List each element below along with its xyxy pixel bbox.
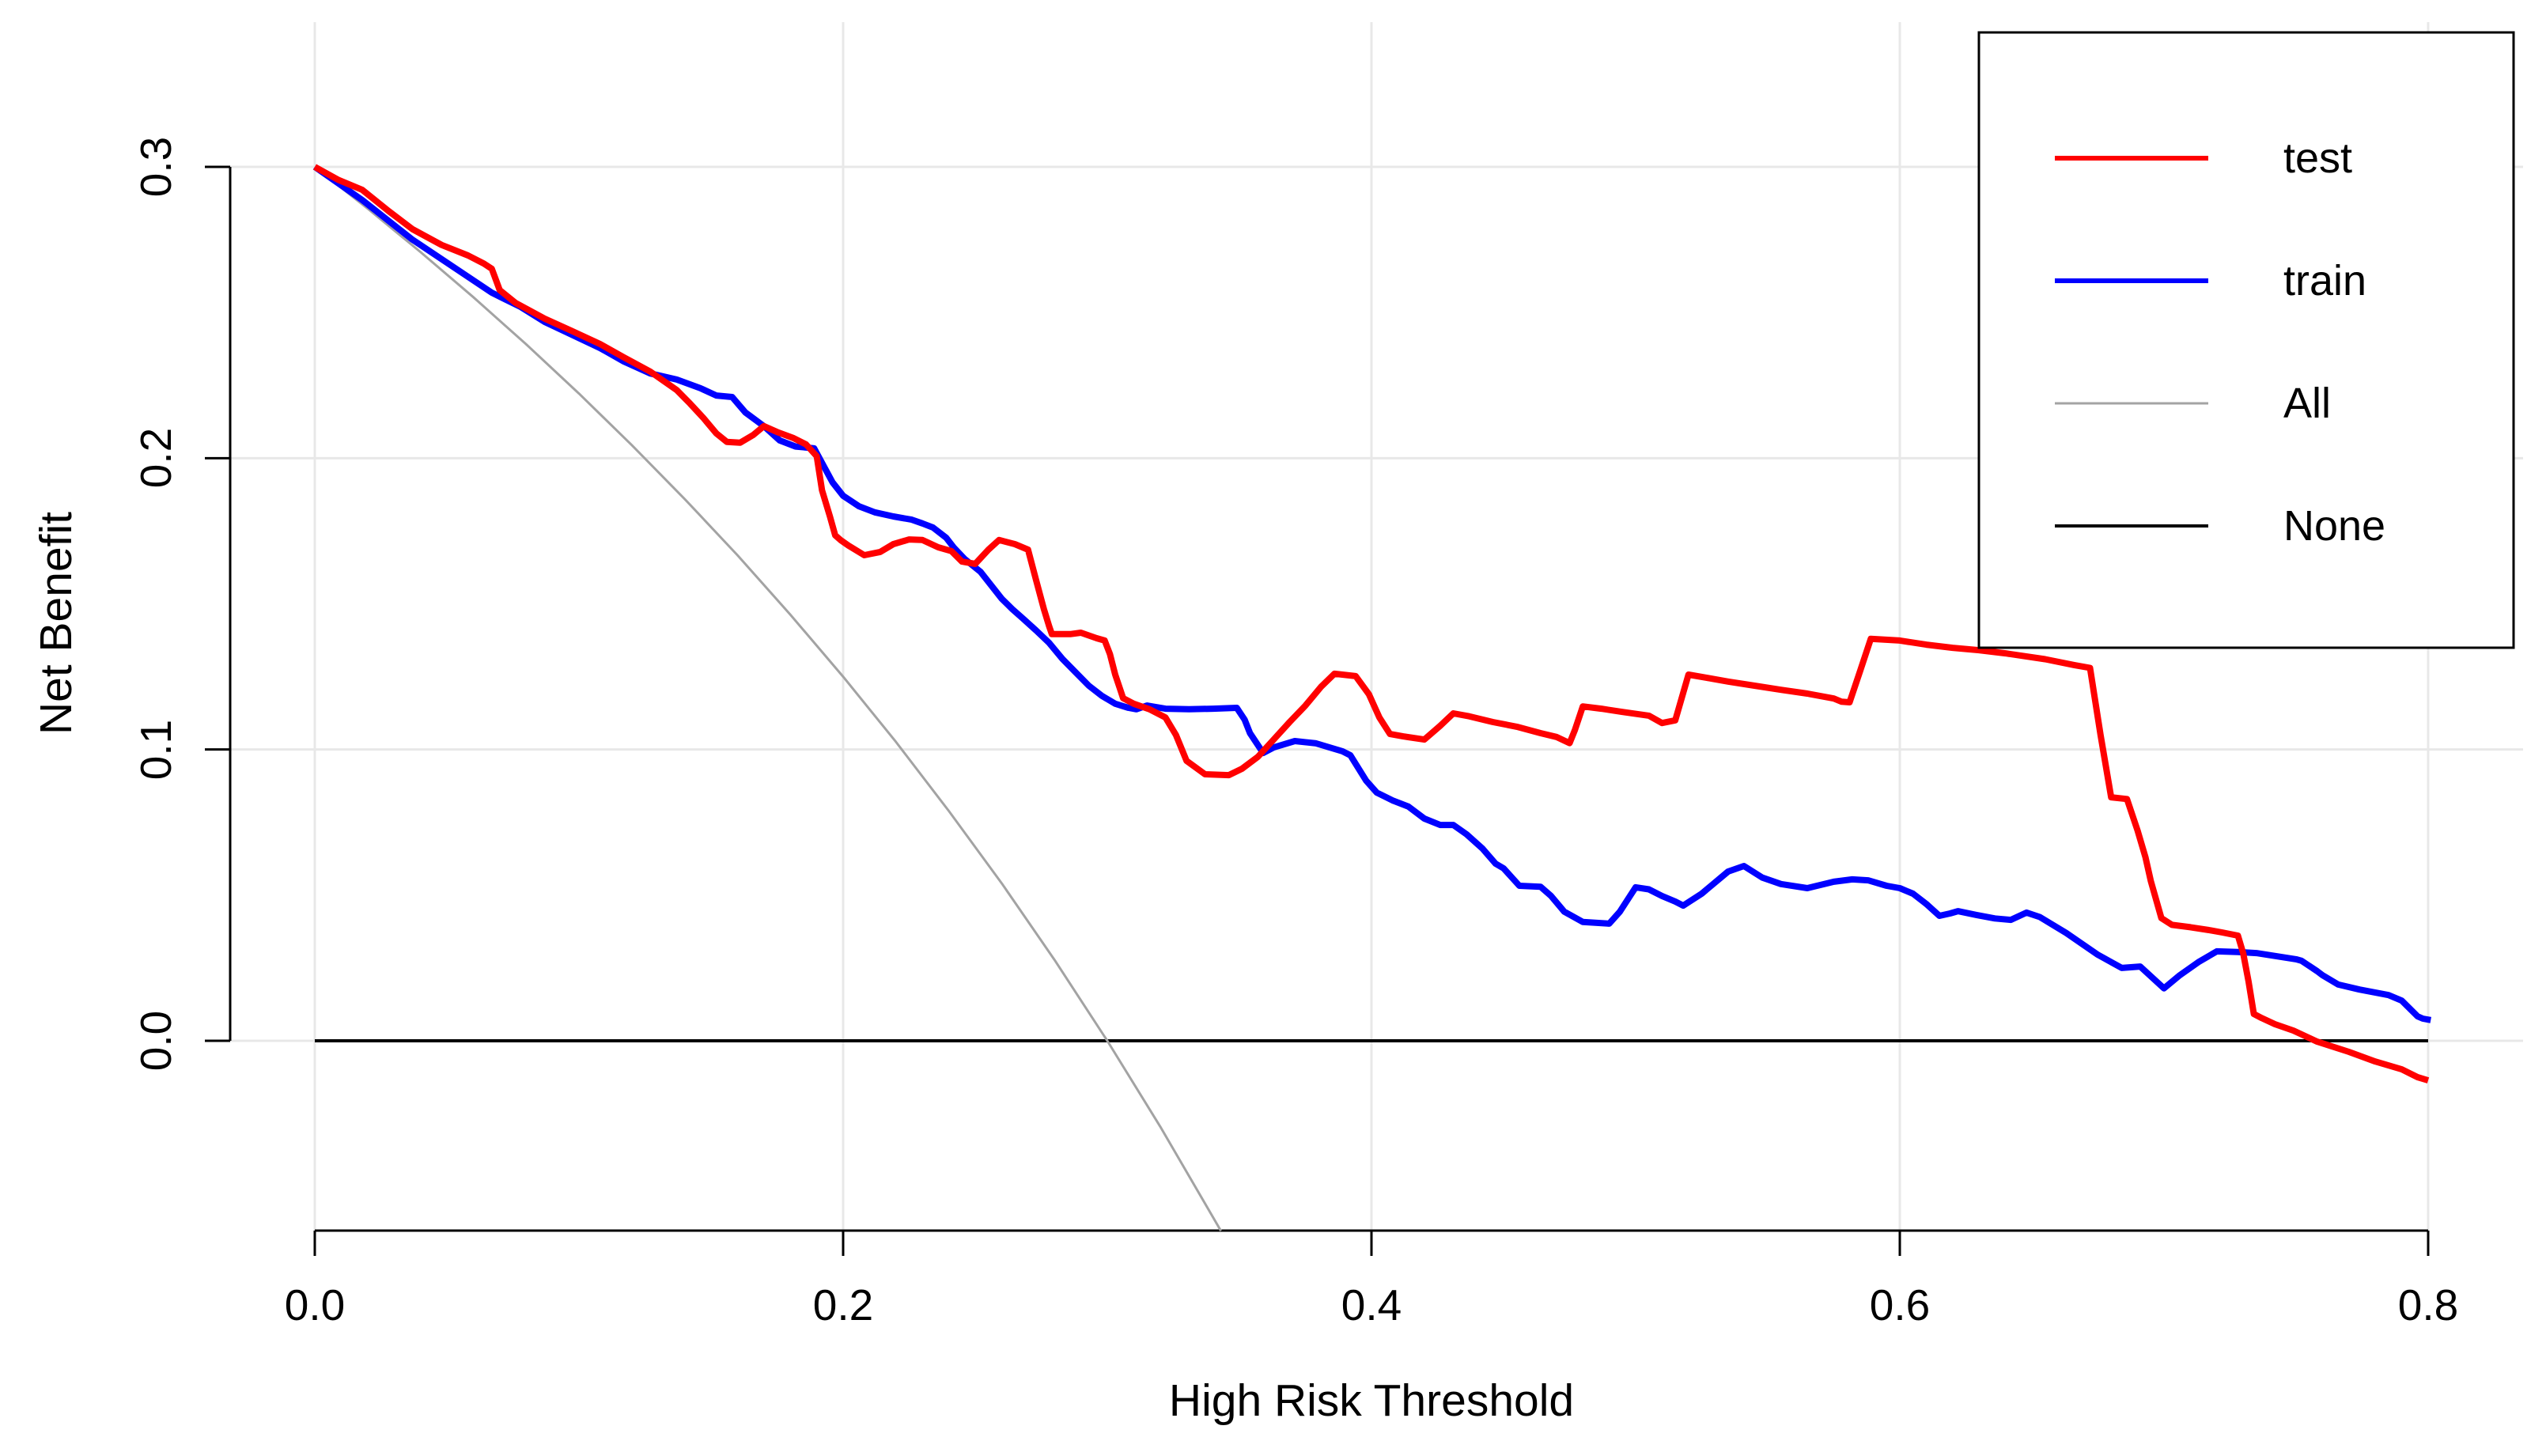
series-All-line [314,165,1222,1231]
legend-box [1977,31,2515,649]
series-train-line [312,164,2432,1023]
series-test-line [313,164,2430,1083]
